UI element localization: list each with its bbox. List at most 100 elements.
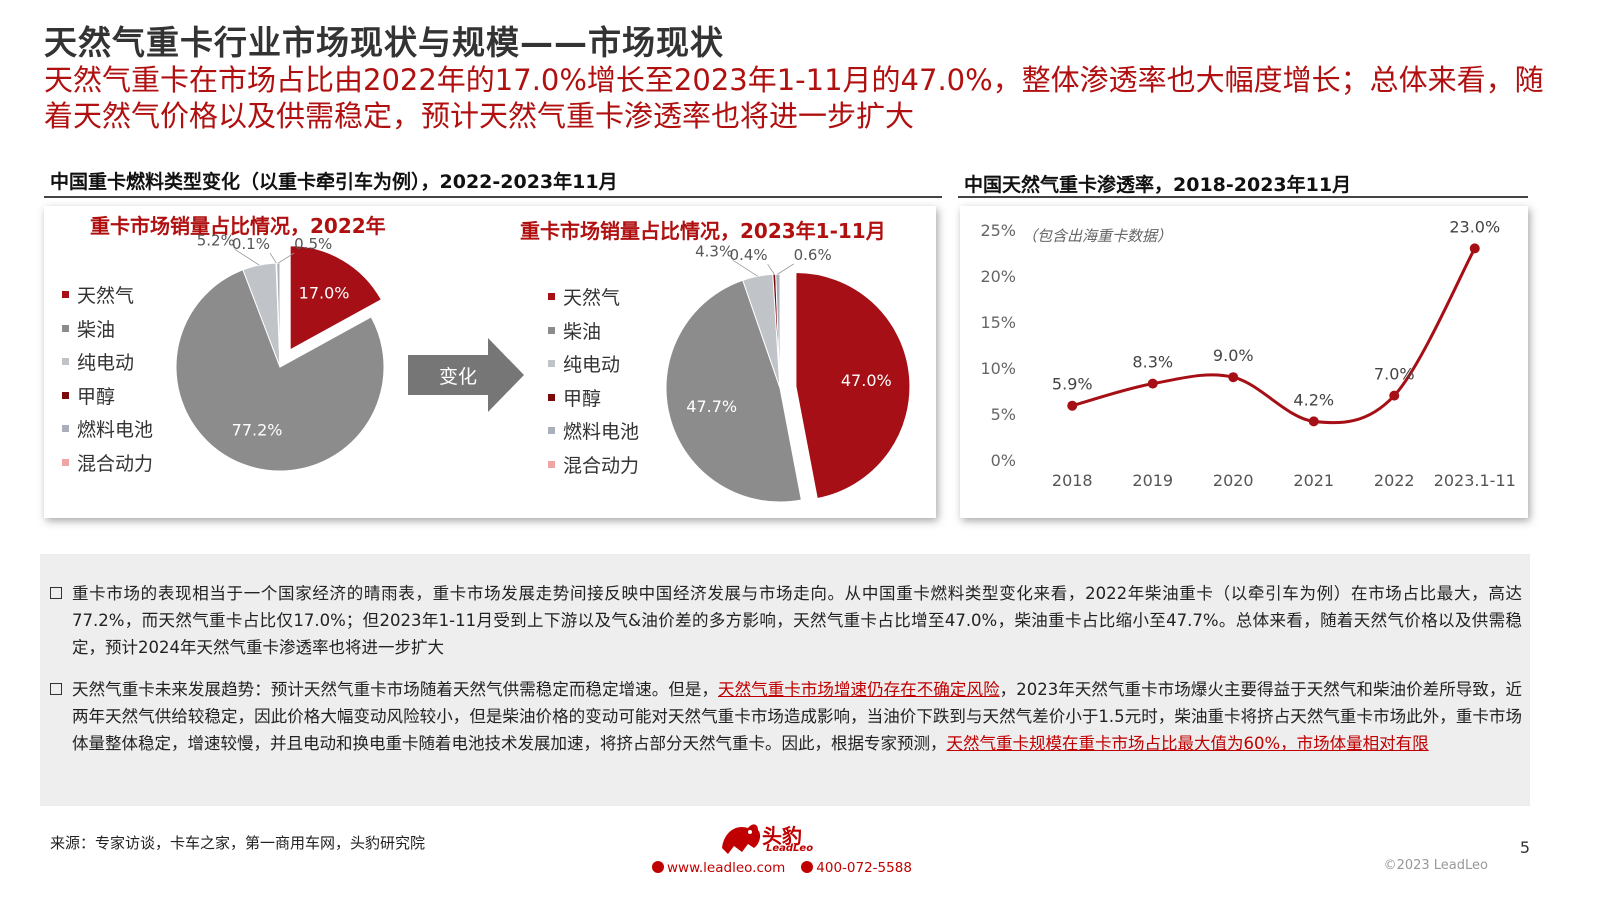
change-arrow-icon: [408, 338, 524, 412]
legend-item: 甲醇: [62, 381, 153, 415]
checkbox-bullet-icon: [50, 587, 62, 599]
legend-item: 纯电动: [62, 347, 153, 381]
logo-text-cn: 头豹: [762, 824, 802, 848]
phone-number: 400-072-5588: [816, 860, 912, 876]
pie-leader-line: [777, 263, 794, 275]
pie-slice-label: 0.1%: [232, 235, 270, 253]
legend-item: 混合动力: [62, 448, 153, 482]
legend-label: 纯电动: [563, 354, 621, 376]
legend-item: 燃料电池: [62, 414, 153, 448]
right-section-heading: 中国天然气重卡渗透率，2018-2023年11月: [964, 174, 1352, 196]
change-arrow-label: 变化: [438, 366, 477, 388]
page-number: 5: [1519, 838, 1530, 857]
pie-leader-line: [278, 252, 295, 264]
penetration-line-chart: 0% 5% 10% 15% 20% 25% 2018 2019 2020 2021 2022 2023…: [980, 217, 1516, 490]
data-label: 9.0%: [1213, 346, 1254, 365]
data-label: 23.0%: [1449, 217, 1500, 236]
y-tick-label: 15%: [980, 313, 1016, 332]
pie-2023-legend: 天然气 柴油 纯电动 甲醇 燃料电池 混合动力: [548, 282, 639, 483]
y-tick-label: 25%: [980, 221, 1016, 240]
source-note: 来源：专家访谈，卡车之家，第一商用车网，头豹研究院: [50, 834, 426, 852]
legend-item: 天然气: [62, 280, 153, 314]
checkbox-bullet-icon: [50, 683, 62, 695]
legend-swatch: [62, 291, 69, 298]
pie-leader-line: [733, 260, 758, 277]
legend-swatch: [62, 425, 69, 432]
left-section-heading: 中国重卡燃料类型变化（以重卡牵引车为例），2022-2023年11月: [50, 171, 618, 193]
contact-line: www.leadleo.com 400-072-5588: [652, 860, 912, 876]
website-link[interactable]: www.leadleo.com: [667, 860, 786, 876]
x-tick-label: 2023.1-11: [1434, 471, 1516, 490]
x-tick-label: 2018: [1052, 471, 1093, 490]
series-line: [1071, 247, 1477, 425]
y-tick-label: 0%: [991, 451, 1016, 470]
right-section-rule: [958, 196, 1528, 198]
legend-label: 天然气: [563, 287, 621, 309]
legend-label: 柴油: [77, 318, 116, 341]
pie-slice: [289, 245, 382, 351]
pie-slice-label: 0.6%: [794, 246, 832, 264]
page-title: 天然气重卡行业市场现状与规模——市场现状: [44, 23, 724, 62]
legend-swatch: [62, 358, 69, 365]
legend-item: 柴油: [62, 314, 153, 348]
chart-annotation: （包含出海重卡数据）: [1022, 227, 1172, 245]
legend-label: 混合动力: [563, 454, 640, 477]
legend-swatch: [548, 293, 555, 300]
legend-swatch: [62, 324, 69, 332]
data-label: 4.2%: [1293, 390, 1334, 409]
legend-label: 天然气: [77, 285, 135, 307]
pie-slice-label: 5.2%: [197, 231, 235, 249]
legend-label: 甲醇: [77, 385, 116, 408]
data-point: [1147, 378, 1158, 389]
legend-item: 天然气: [548, 282, 639, 316]
note-text-2: 天然气重卡未来发展趋势：预计天然气重卡市场随着天然气供需稳定而稳定增速。但是， 天…: [72, 676, 1522, 757]
pie-slice-label: 77.2%: [232, 420, 283, 439]
legend-item: 混合动力: [548, 450, 639, 484]
pie-charts: 17.0% 77.2% 5.2%0.1% 0.5% 47.0% 47.7% 4.3%0.4%…: [175, 231, 911, 503]
notes-panel: [40, 554, 1530, 806]
legend-label: 纯电动: [77, 352, 135, 374]
data-point: [1389, 390, 1400, 401]
y-tick-label: 20%: [980, 267, 1016, 286]
pie-2022-title: 重卡市场销量占比情况，2022年: [90, 214, 386, 238]
pie-slice-label: 47.7%: [686, 397, 737, 416]
legend-swatch: [548, 326, 555, 334]
note-text-2b: ，2023年天然气重卡市场爆火主要得益于天然气和柴油价差所导致，近两年天然气供给…: [72, 680, 1523, 753]
data-label: 8.3%: [1132, 353, 1173, 372]
data-label: 7.0%: [1374, 365, 1415, 384]
pie-slice: [665, 279, 802, 503]
legend-swatch: [548, 427, 555, 434]
legend-label: 柴油: [563, 320, 602, 343]
legend-label: 混合动力: [77, 452, 154, 475]
phone-icon: [801, 861, 814, 873]
web-icon: [652, 861, 664, 873]
note-highlight-cap: 天然气重卡规模在重卡市场占比最大值为60%，市场体量相对有限: [946, 734, 1429, 753]
legend-item: 燃料电池: [548, 416, 639, 450]
legend-swatch: [62, 458, 69, 466]
legend-swatch: [548, 360, 555, 367]
note-text-1: 重卡市场的表现相当于一个国家经济的晴雨表，重卡市场发展走势间接反映中国经济发展与…: [72, 584, 1522, 657]
data-point: [1067, 400, 1078, 411]
note-text-2a: 天然气重卡未来发展趋势：预计天然气重卡市场随着天然气供需稳定而稳定增速。但是，: [72, 680, 719, 699]
legend-item: 甲醇: [548, 383, 639, 417]
pie-slice-label: 0.4%: [730, 246, 768, 264]
x-tick-label: 2019: [1132, 471, 1173, 490]
pie-slice-label: 47.0%: [841, 371, 892, 390]
legend-item: 纯电动: [548, 349, 639, 383]
y-tick-label: 5%: [991, 405, 1016, 424]
pie-leader-line: [767, 263, 775, 275]
pie-slice: [775, 273, 781, 389]
data-label: 5.9%: [1052, 375, 1093, 394]
pie-slice-label: 4.3%: [695, 242, 733, 260]
legend-label: 甲醇: [563, 387, 602, 410]
logo-text-en: LeadLeo: [766, 843, 814, 854]
pie-slice: [795, 271, 911, 500]
leadleo-logo-icon: [722, 824, 761, 854]
pie-slice: [276, 262, 281, 368]
data-point: [1308, 416, 1319, 427]
pie-2022-legend: 天然气 柴油 纯电动 甲醇 燃料电池 混合动力: [62, 280, 153, 481]
legend-label: 燃料电池: [563, 421, 640, 443]
x-tick-label: 2022: [1374, 471, 1415, 490]
data-point: [1469, 243, 1480, 254]
pie-slice-label: 17.0%: [299, 283, 350, 302]
